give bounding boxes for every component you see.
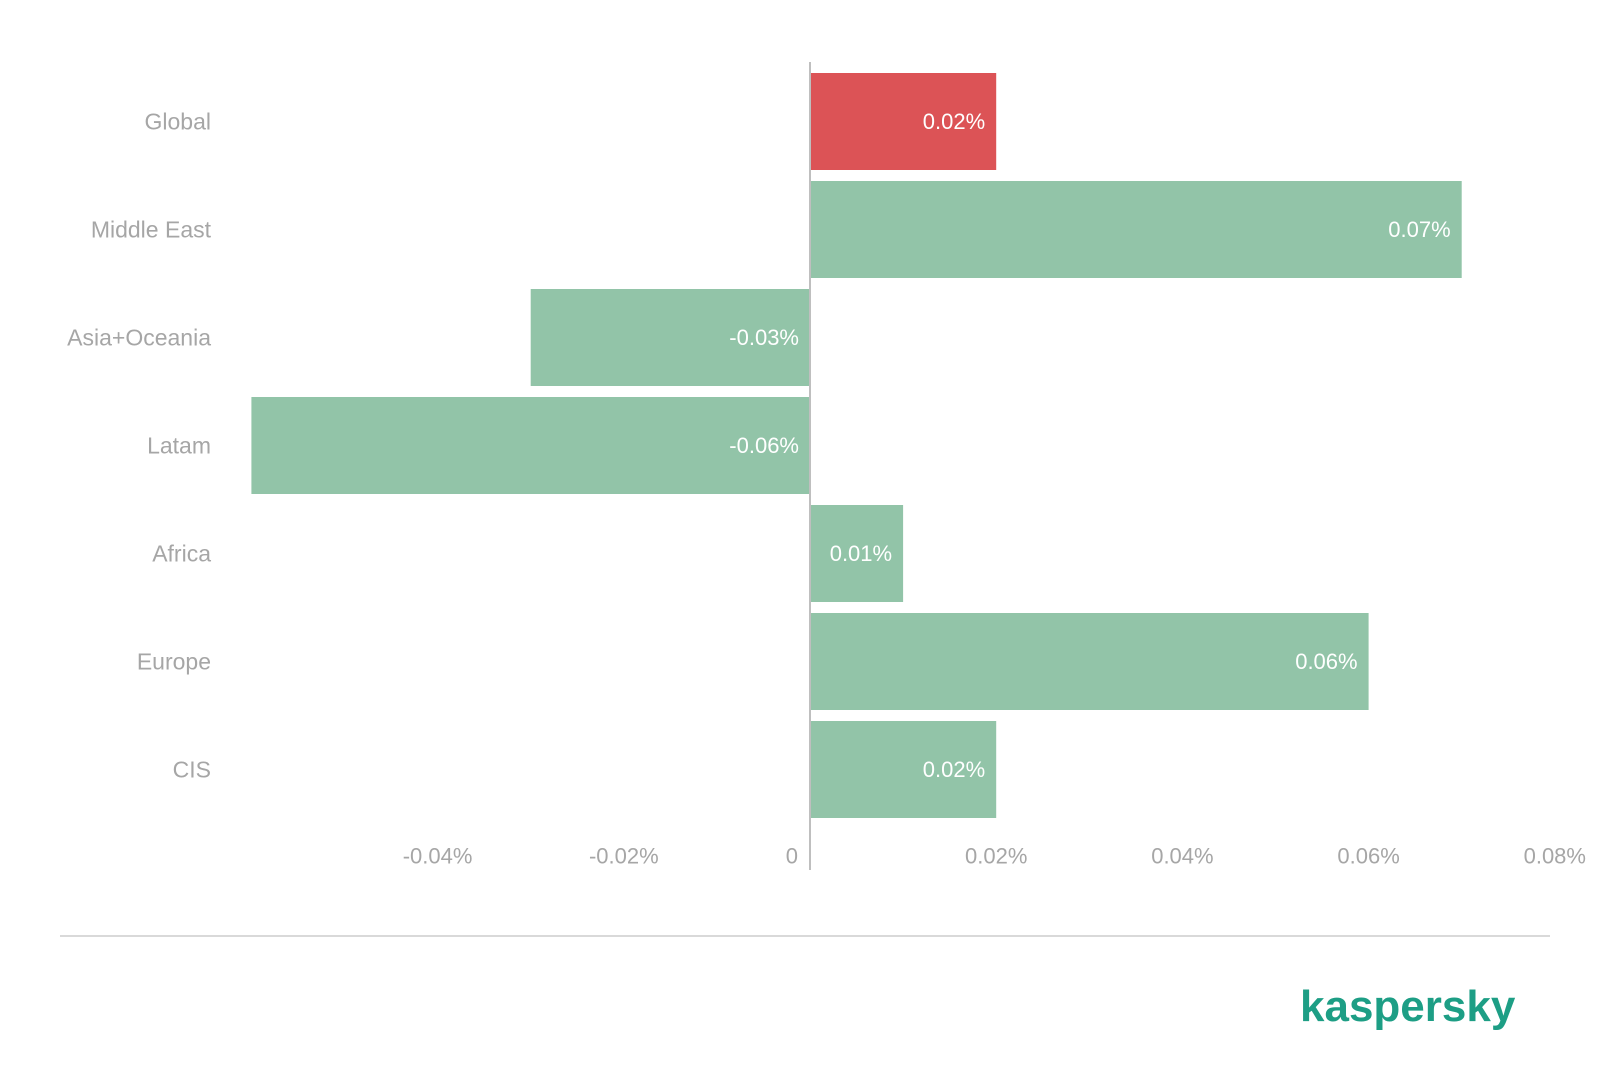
value-label-cis: 0.02% — [923, 757, 985, 782]
x-tick-label: -0.04% — [403, 844, 473, 869]
bar-cis — [810, 721, 997, 818]
x-tick-label: 0.02% — [965, 844, 1027, 869]
x-tick-label: 0.08% — [1524, 844, 1586, 869]
x-tick-labels: -0.04% -0.02% 0 0.02% 0.04% 0.06% 0.08% — [403, 844, 1586, 869]
x-tick-label: 0.04% — [1151, 844, 1213, 869]
value-label-latam: -0.06% — [729, 433, 799, 458]
category-label-cis: CIS — [173, 757, 211, 783]
value-label-middle-east: 0.07% — [1388, 217, 1450, 242]
kaspersky-logo: kaspersky — [1300, 982, 1516, 1031]
category-labels: Global Middle East Asia+Oceania Latam Africa… — [67, 109, 211, 783]
value-label-global: 0.02% — [923, 109, 985, 134]
bar-global — [810, 73, 997, 170]
bar-asia-oceania — [530, 289, 810, 386]
value-label-europe: 0.06% — [1295, 649, 1357, 674]
bar-europe — [810, 613, 1369, 710]
x-tick-label: 0 — [786, 844, 798, 869]
bars — [251, 73, 1462, 818]
bar-latam — [251, 397, 810, 494]
bar-africa — [810, 505, 904, 602]
logo-wordmark: kaspersky — [1300, 982, 1516, 1031]
value-labels: 0.02% 0.07% -0.03% -0.06% 0.01% 0.06% 0.02% — [729, 109, 1450, 782]
bar-middle-east — [810, 181, 1462, 278]
category-label-latam: Latam — [147, 433, 211, 459]
value-label-asia-oceania: -0.03% — [729, 325, 799, 350]
category-label-africa: Africa — [152, 541, 211, 567]
category-label-asia-oceania: Asia+Oceania — [67, 325, 211, 351]
category-label-global: Global — [145, 109, 211, 135]
footer-divider — [60, 935, 1550, 937]
category-label-middle-east: Middle East — [91, 217, 212, 243]
value-label-africa: 0.01% — [830, 541, 892, 566]
x-tick-label: -0.02% — [589, 844, 659, 869]
x-tick-label: 0.06% — [1337, 844, 1399, 869]
category-label-europe: Europe — [137, 649, 211, 675]
